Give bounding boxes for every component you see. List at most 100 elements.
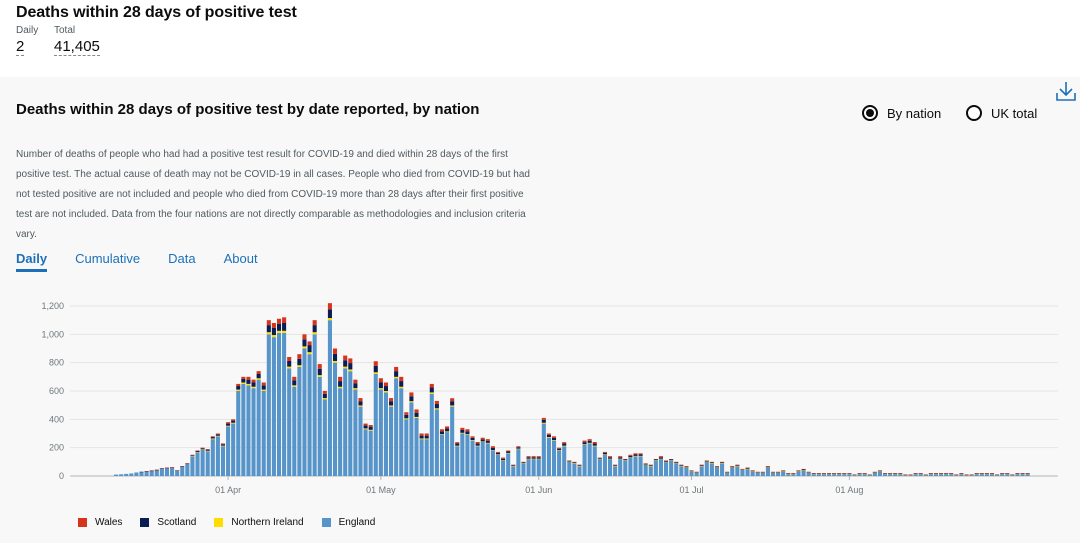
bar-scotland[interactable]: [638, 454, 643, 456]
bar-wales[interactable]: [628, 454, 633, 456]
bar-northern-ireland[interactable]: [608, 458, 613, 460]
bar-scotland[interactable]: [480, 439, 485, 442]
bar-wales[interactable]: [1020, 473, 1025, 474]
bar-northern-ireland[interactable]: [404, 418, 409, 420]
bar-northern-ireland[interactable]: [592, 445, 597, 447]
bar-england[interactable]: [236, 391, 241, 476]
bar-scotland[interactable]: [368, 426, 373, 430]
bar-northern-ireland[interactable]: [292, 385, 297, 387]
bar-england[interactable]: [506, 453, 511, 476]
bar-wales[interactable]: [755, 471, 760, 473]
bar-wales[interactable]: [180, 466, 185, 467]
bar-england[interactable]: [475, 446, 480, 476]
bar-northern-ireland[interactable]: [287, 366, 292, 369]
bar-wales[interactable]: [811, 473, 816, 474]
bar-wales[interactable]: [949, 473, 954, 474]
bar-wales[interactable]: [414, 409, 419, 413]
bar-england[interactable]: [180, 466, 185, 476]
bar-scotland[interactable]: [658, 457, 664, 459]
bar-wales[interactable]: [984, 473, 989, 474]
bar-wales[interactable]: [343, 355, 348, 361]
bar-england[interactable]: [806, 472, 811, 476]
bar-scotland[interactable]: [389, 401, 394, 406]
bar-scotland[interactable]: [332, 353, 338, 361]
bar-england[interactable]: [164, 468, 170, 476]
bar-wales[interactable]: [689, 470, 694, 471]
bar-england[interactable]: [511, 466, 516, 476]
bar-scotland[interactable]: [317, 368, 322, 376]
bar-wales[interactable]: [266, 320, 271, 326]
bar-scotland[interactable]: [404, 414, 409, 419]
bar-northern-ireland[interactable]: [256, 378, 261, 380]
bar-wales[interactable]: [144, 471, 149, 472]
bar-scotland[interactable]: [674, 462, 679, 464]
bar-northern-ireland[interactable]: [781, 470, 786, 472]
bar-england[interactable]: [231, 423, 236, 476]
bar-wales[interactable]: [490, 446, 495, 448]
bar-northern-ireland[interactable]: [857, 473, 862, 475]
bar-wales[interactable]: [888, 473, 893, 474]
bar-wales[interactable]: [648, 464, 653, 466]
bar-scotland[interactable]: [485, 440, 490, 443]
bar-northern-ireland[interactable]: [495, 454, 501, 455]
bar-wales[interactable]: [190, 454, 195, 456]
bar-northern-ireland[interactable]: [190, 455, 195, 457]
bar-wales[interactable]: [776, 471, 781, 473]
bar-wales[interactable]: [220, 443, 226, 445]
bar-england[interactable]: [220, 446, 226, 476]
bar-wales[interactable]: [964, 474, 969, 475]
bar-scotland[interactable]: [231, 420, 236, 423]
bar-england[interactable]: [877, 471, 882, 476]
bar-england[interactable]: [577, 466, 582, 476]
bar-scotland[interactable]: [501, 458, 506, 461]
bar-scotland[interactable]: [154, 469, 159, 471]
radio-uk-total[interactable]: UK total: [966, 105, 1037, 121]
bar-scotland[interactable]: [434, 404, 439, 409]
bar-wales[interactable]: [1015, 473, 1020, 474]
bar-northern-ireland[interactable]: [241, 382, 246, 384]
bar-wales[interactable]: [368, 425, 373, 427]
bar-england[interactable]: [470, 440, 475, 476]
bar-northern-ireland[interactable]: [577, 465, 582, 467]
bar-england[interactable]: [725, 472, 730, 476]
bar-wales[interactable]: [837, 473, 842, 474]
bar-wales[interactable]: [806, 471, 811, 473]
bar-northern-ireland[interactable]: [770, 472, 776, 473]
bar-england[interactable]: [995, 474, 1000, 476]
bar-england[interactable]: [679, 466, 684, 476]
bar-wales[interactable]: [760, 471, 765, 473]
bar-wales[interactable]: [826, 473, 832, 474]
bar-wales[interactable]: [460, 427, 465, 430]
bar-northern-ireland[interactable]: [327, 318, 332, 321]
bar-scotland[interactable]: [195, 451, 200, 453]
bar-scotland[interactable]: [419, 435, 424, 439]
bar-northern-ireland[interactable]: [378, 388, 383, 390]
bar-wales[interactable]: [857, 473, 862, 474]
bar-england[interactable]: [832, 473, 837, 476]
bar-northern-ireland[interactable]: [1025, 473, 1030, 475]
bar-northern-ireland[interactable]: [450, 405, 455, 407]
bar-england[interactable]: [928, 473, 933, 476]
bar-scotland[interactable]: [811, 473, 816, 474]
bar-scotland[interactable]: [210, 437, 215, 439]
bar-northern-ireland[interactable]: [653, 460, 658, 461]
bar-scotland[interactable]: [511, 465, 516, 466]
bar-northern-ireland[interactable]: [648, 465, 653, 467]
bar-england[interactable]: [714, 467, 720, 477]
bar-wales[interactable]: [765, 466, 770, 467]
bar-wales[interactable]: [572, 461, 577, 463]
bar-wales[interactable]: [200, 447, 205, 449]
bar-england[interactable]: [114, 474, 119, 476]
bar-england[interactable]: [1010, 474, 1015, 476]
bar-northern-ireland[interactable]: [913, 473, 918, 475]
bar-scotland[interactable]: [1005, 473, 1010, 474]
bar-scotland[interactable]: [643, 463, 648, 465]
bar-northern-ireland[interactable]: [205, 450, 210, 452]
bar-wales[interactable]: [974, 473, 979, 474]
bar-england[interactable]: [852, 474, 857, 476]
bar-scotland[interactable]: [582, 442, 587, 445]
bar-wales[interactable]: [750, 470, 755, 471]
bar-scotland[interactable]: [276, 323, 282, 331]
bar-northern-ireland[interactable]: [689, 470, 694, 472]
tab-cumulative[interactable]: Cumulative: [75, 251, 141, 266]
